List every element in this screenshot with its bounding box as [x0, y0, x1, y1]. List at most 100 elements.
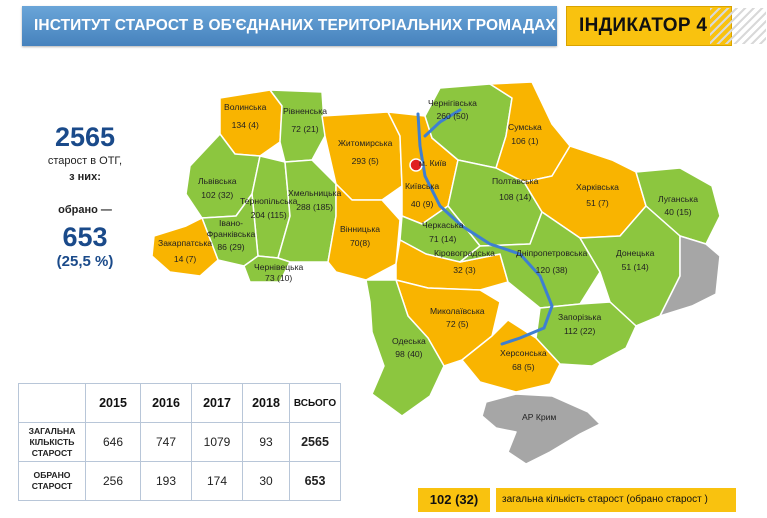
region-shape-vinnytska: [327, 183, 401, 281]
region-label-chernihivska: Чернігівська 260 (50): [428, 98, 477, 122]
decorative-stripes: [710, 8, 766, 44]
page-title: ІНСТИТУТ СТАРОСТ В ОБ'ЄДНАНИХ ТЕРИТОРІАЛ…: [34, 17, 556, 34]
region-value: 106 (1): [511, 136, 539, 146]
region-name: Львівська: [198, 176, 237, 186]
region-value: 86 (29): [217, 242, 245, 252]
region-label-zhytomyrska: Житомирська 293 (5): [338, 138, 392, 167]
river-desna: [423, 108, 462, 138]
region-value: 73 (10): [265, 273, 293, 283]
indicator-badge: ІНДИКАТОР 4: [566, 6, 732, 46]
region-shape-khersonska: [461, 319, 561, 393]
row-label-line: СТАРОСТ: [31, 481, 73, 491]
region-label-volynska: Волинська 134 (4): [224, 102, 266, 131]
region-name: АР Крим: [522, 412, 557, 422]
table-cell: 30: [242, 461, 290, 501]
region-name: Дніпропетровська: [516, 248, 588, 258]
elected-caption: обрано —: [58, 204, 112, 216]
indicator-label: ІНДИКАТОР 4: [579, 15, 708, 36]
region-name: Одеська: [392, 336, 426, 346]
table-cell: 174: [191, 461, 243, 501]
region-name: Чернігівська: [428, 98, 477, 108]
region-value: 260 (50): [436, 111, 469, 121]
region-value: 293 (5): [351, 156, 379, 166]
region-label-rivnenska: Рівненська 72 (21): [283, 106, 327, 135]
region-label-odeska: Одеська 98 (40): [392, 336, 426, 360]
elected-percent: (25,5 %): [56, 253, 114, 270]
region-name: Полтавська: [492, 176, 539, 186]
region-name: Вінницька: [340, 224, 381, 234]
region-value: 98 (40): [395, 349, 423, 359]
table-row: ЗАГАЛЬНА КІЛЬКІСТЬ СТАРОСТ 646 747 1079 …: [18, 422, 341, 462]
region-label-vinnytska: Вінницька 70(8): [340, 224, 380, 249]
region-name: Кіровоградська: [434, 248, 495, 258]
region-value: 70(8): [350, 238, 371, 248]
region-shape-kirovohradska: [395, 239, 509, 291]
table-cell: 93: [242, 422, 290, 462]
region-label-khmelnytska: Хмельницька 288 (185): [288, 188, 341, 213]
row-label: ЗАГАЛЬНА КІЛЬКІСТЬ СТАРОСТ: [18, 422, 86, 462]
region-label-dnipropetrovska: Дніпропетровська 120 (38): [516, 248, 587, 276]
capital-label: м. Київ: [419, 158, 447, 168]
region-value: 288 (185): [296, 202, 334, 212]
region-label-luhanska: Луганська 40 (15): [658, 194, 698, 218]
region-label-khersonska: Херсонська 68 (5): [500, 348, 547, 373]
region-shape-crimea: [481, 393, 601, 465]
table-total-cell: 653: [289, 461, 341, 501]
region-name: Донецька: [616, 248, 655, 258]
region-shape-occupied-east: [659, 235, 721, 317]
region-value: 108 (14): [499, 192, 532, 202]
region-value: 32 (3): [453, 265, 476, 275]
region-shape-zakarpatska: [151, 217, 219, 277]
region-label-poltavska: Полтавська 108 (14): [492, 176, 538, 203]
region-name: Київська: [405, 181, 440, 191]
river-lines: [416, 108, 554, 346]
table-row: ОБРАНО СТАРОСТ 256 193 174 30 653: [18, 461, 341, 501]
region-value: 14 (7): [173, 254, 197, 264]
region-name: Миколаївська: [430, 306, 485, 316]
region-value: 120 (38): [535, 265, 568, 275]
table-header-cell: [18, 383, 86, 423]
row-label-line: ЗАГАЛЬНА: [28, 425, 76, 436]
region-shape-odeska: [365, 279, 445, 417]
table-total-cell: 2565: [289, 422, 341, 462]
stats-table: 2015 2016 2017 2018 ВСЬОГО ЗАГАЛЬНА КІЛЬ…: [18, 383, 341, 501]
region-label-mykolaivska: Миколаївська 72 (5): [430, 306, 485, 330]
region-name: Черкаська: [422, 220, 464, 230]
legend-sample: 102 (32): [418, 488, 490, 512]
table-header-cell: 2017: [191, 383, 243, 423]
region-value: 71 (14): [429, 234, 457, 244]
region-label-ivano-frankivska: Івано-Франківська 86 (29): [202, 218, 260, 253]
region-label-ternopilska: Тернопільська 204 (115): [240, 196, 297, 221]
region-value: 134 (4): [231, 120, 259, 130]
region-label-kirovohradska: Кіровоградська 32 (3): [434, 248, 495, 276]
table-cell: 747: [140, 422, 192, 462]
table-header-cell: 2018: [242, 383, 290, 423]
table-cell: 646: [85, 422, 141, 462]
region-label-lvivska: Львівська 102 (32): [198, 176, 237, 201]
region-name: Волинська: [224, 102, 267, 112]
region-value: 51 (14): [621, 262, 649, 272]
region-value: 204 (115): [250, 210, 287, 220]
region-name: Харківська: [576, 182, 619, 192]
region-value: 68 (5): [512, 362, 535, 372]
region-label-cherkaska: Черкаська 71 (14): [422, 220, 464, 245]
elected-count: 653: [62, 222, 108, 252]
table-header-cell: ВСЬОГО: [289, 383, 341, 423]
table-cell: 1079: [191, 422, 243, 462]
row-label-line: КІЛЬКІСТЬ: [29, 436, 75, 447]
region-label-zaporizka: Запорізька 112 (22): [558, 312, 601, 337]
ukraine-map: м. Київ Волинська 134 (4) Рівненська 72 …: [140, 76, 740, 476]
total-caption-2: з них:: [69, 171, 101, 183]
region-label-donetska: Донецька 51 (14): [616, 248, 654, 273]
region-value: 102 (32): [201, 190, 234, 200]
region-name: Закарпатська: [158, 238, 213, 248]
region-shape-chernivetska: [243, 255, 291, 283]
region-name: Запорізька: [558, 312, 602, 322]
region-name: Луганська: [658, 194, 699, 204]
region-name: Рівненська: [283, 106, 327, 116]
table-header-row: 2015 2016 2017 2018 ВСЬОГО: [18, 383, 341, 423]
region-name: Тернопільська: [240, 196, 298, 206]
region-name: Житомирська: [338, 138, 393, 148]
table-header-cell: 2015: [85, 383, 141, 423]
region-label-sumska: Сумська 106 (1): [508, 122, 542, 147]
